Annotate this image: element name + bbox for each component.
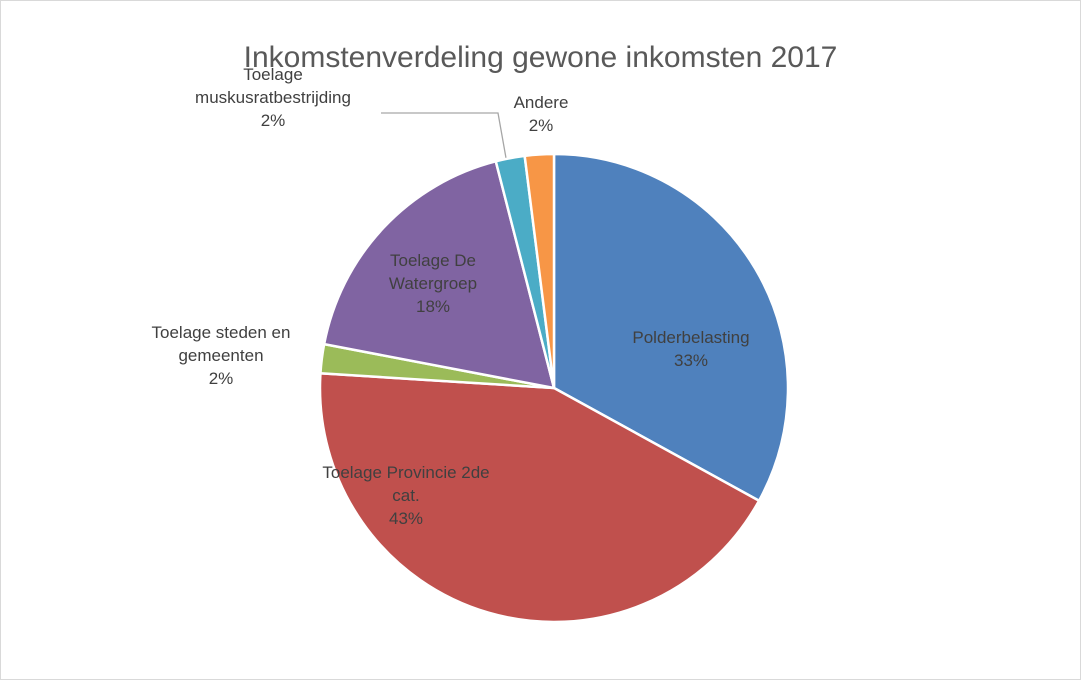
slice-label: Toelage muskusratbestrijding 2% xyxy=(194,63,352,132)
value-label: 2% xyxy=(528,116,554,135)
value-label: 43% xyxy=(388,509,424,528)
category-label: Toelage Provincie 2de cat. xyxy=(322,463,490,505)
slice-label: Toelage Provincie 2de cat. 43% xyxy=(316,461,496,530)
value-label: 2% xyxy=(208,369,234,388)
category-label: Toelage steden en gemeenten xyxy=(151,323,291,365)
pie-slice xyxy=(318,371,761,624)
leader-line xyxy=(381,112,507,159)
category-label: Andere xyxy=(513,93,569,112)
category-label: Polderbelasting xyxy=(632,328,750,347)
pie-slice xyxy=(322,159,556,390)
value-label: 33% xyxy=(673,351,709,370)
slice-label: Toelage steden en gemeenten 2% xyxy=(126,321,316,390)
category-label: Toelage De Watergroep xyxy=(388,251,478,293)
chart-title: Inkomstenverdeling gewone inkomsten 2017 xyxy=(243,41,838,74)
slice-label: Andere 2% xyxy=(501,91,581,137)
value-label: 18% xyxy=(415,297,451,316)
slice-label: Toelage De Watergroep 18% xyxy=(363,249,503,318)
value-label: 2% xyxy=(260,111,286,130)
pie-slice xyxy=(523,152,556,389)
category-label: Toelage muskusratbestrijding xyxy=(195,65,351,107)
pie-slice xyxy=(552,152,790,503)
slice-label: Polderbelasting 33% xyxy=(601,326,781,372)
